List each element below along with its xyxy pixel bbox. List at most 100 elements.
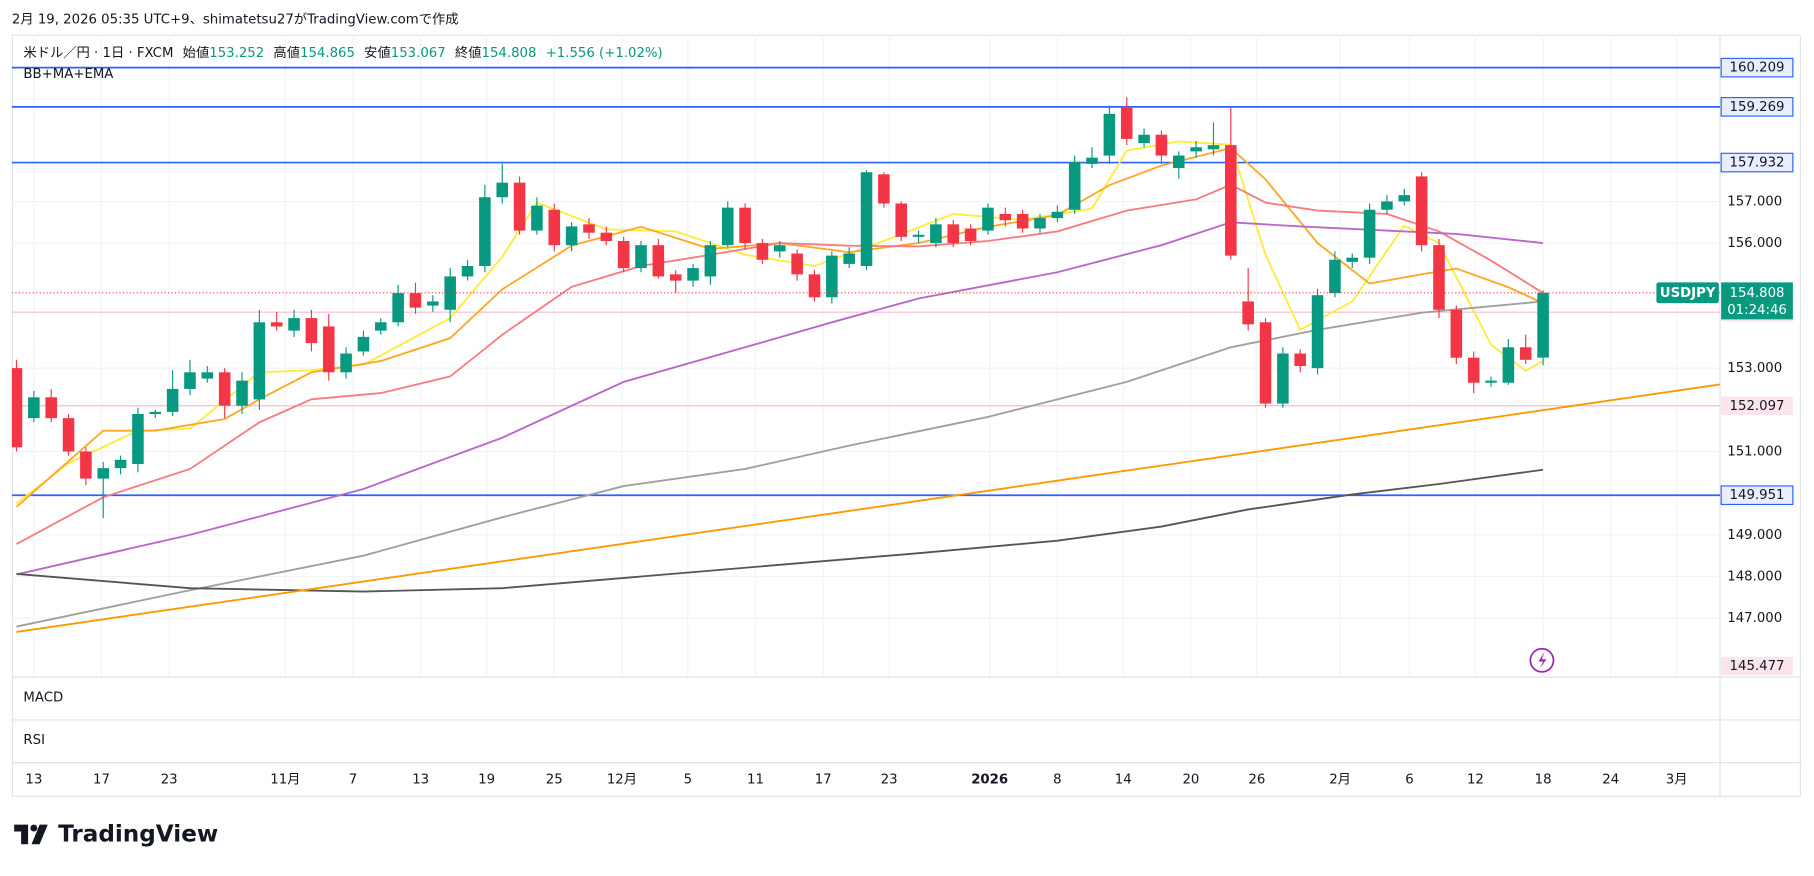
candle-body xyxy=(721,207,734,246)
candle-body xyxy=(774,245,786,252)
y-tick-label: 147.000 xyxy=(1727,611,1782,626)
x-tick-label: 6 xyxy=(1405,772,1413,787)
candle-body xyxy=(999,213,1012,221)
candle-body xyxy=(496,182,509,198)
candle-body xyxy=(930,224,942,244)
indicator-line xyxy=(16,468,1544,593)
price-box xyxy=(1721,282,1793,320)
candle-body xyxy=(114,459,127,469)
y-tick-label: 157.000 xyxy=(1727,194,1782,209)
candle-body xyxy=(1068,161,1081,210)
candle-body xyxy=(375,322,387,331)
candle-body xyxy=(652,245,665,277)
level-label-box xyxy=(1720,152,1794,173)
candle-body xyxy=(878,174,890,204)
symbol-box xyxy=(1656,282,1719,304)
candle-body xyxy=(756,243,769,260)
candle-body xyxy=(132,413,144,464)
candle-body xyxy=(669,274,682,281)
x-tick-label: 2月 xyxy=(1329,772,1351,787)
x-tick-label: 5 xyxy=(684,772,692,787)
candle-body xyxy=(1016,213,1029,229)
candle-body xyxy=(1103,113,1116,156)
candle-body xyxy=(895,203,907,237)
y-tick-label: 156.000 xyxy=(1727,236,1782,251)
candle-body xyxy=(1485,380,1497,383)
y-tick-label: 151.000 xyxy=(1727,444,1782,459)
level-label: 160.209 xyxy=(1730,61,1785,76)
countdown: 01:24:46 xyxy=(1727,303,1787,318)
x-tick-label: 24 xyxy=(1602,772,1619,787)
x-tick-label: 17 xyxy=(93,772,110,787)
candle-body xyxy=(45,397,57,419)
pane-label: RSI xyxy=(23,733,45,748)
candle-body xyxy=(270,322,283,327)
x-tick-label: 3月 xyxy=(1666,772,1688,787)
legend-value: 154.865 xyxy=(300,46,355,61)
candle-body xyxy=(1363,209,1376,258)
candle-body xyxy=(791,253,803,275)
candle-body xyxy=(704,245,717,277)
level-label-box xyxy=(1720,485,1794,506)
candle-body xyxy=(461,266,474,277)
candle-body xyxy=(1329,259,1341,294)
candle-body xyxy=(479,197,491,267)
indicator-line xyxy=(15,140,1544,505)
legend-value: 154.808 xyxy=(482,46,537,61)
x-tick-label: 13 xyxy=(412,772,429,787)
candle-body xyxy=(912,234,925,237)
legend-line: 米ドル／円 · 1日 · FXCM 始値153.252 高値154.865 安値153… xyxy=(23,44,662,61)
candle-body xyxy=(843,253,855,264)
x-tick-label: 18 xyxy=(1535,772,1552,787)
logo: TradingView xyxy=(14,821,218,847)
level-label-box xyxy=(1721,656,1793,676)
candle-body xyxy=(947,224,960,244)
x-tick-label: 20 xyxy=(1182,772,1199,787)
candle-body xyxy=(1277,353,1289,404)
x-tick-label: 17 xyxy=(815,772,832,787)
candle-body xyxy=(288,318,300,331)
symbol: 米ドル／円 · 1日 · FXCM xyxy=(23,45,173,61)
candle-body xyxy=(1450,309,1463,358)
symbol-label: USDJPY xyxy=(1660,286,1716,301)
pane-label: MACD xyxy=(23,690,63,705)
x-tick-label: 23 xyxy=(881,772,898,787)
candle-body xyxy=(1381,201,1393,210)
candle-body xyxy=(28,397,40,419)
candle-body xyxy=(531,205,543,231)
candle-body xyxy=(201,372,214,379)
level-label-box xyxy=(1720,57,1794,78)
event-icon[interactable] xyxy=(1529,647,1555,673)
indicator-line xyxy=(16,183,1544,545)
x-tick-label: 25 xyxy=(546,772,563,787)
level-label-box xyxy=(1720,97,1794,117)
candle-body xyxy=(1225,145,1237,256)
x-tick-label: 7 xyxy=(349,772,357,787)
logo-text: TradingView xyxy=(58,821,218,847)
legend-change: +1.556 (+1.02%) xyxy=(546,46,663,61)
candle-body xyxy=(357,336,370,352)
candle-body xyxy=(1467,357,1480,383)
candle-body xyxy=(617,241,630,269)
x-tick-label: 2026 xyxy=(971,772,1008,787)
candle-body xyxy=(1311,295,1324,369)
candle-body xyxy=(1172,155,1185,169)
candle-body xyxy=(635,245,647,269)
overlay: 160.209159.269157.932154.343152.097149.9… xyxy=(1656,57,1794,676)
candle-body xyxy=(1433,245,1445,310)
candle-body xyxy=(1034,218,1046,229)
candle-body xyxy=(1242,301,1254,325)
y-tick-label: 153.000 xyxy=(1727,361,1782,376)
candle-body xyxy=(62,418,75,452)
candle-body xyxy=(982,207,994,231)
indicator-label: BB+MA+EMA xyxy=(23,67,113,82)
x-tick-label: 11 xyxy=(747,772,764,787)
candle-body xyxy=(1415,176,1428,246)
candle-body xyxy=(1537,292,1549,358)
candle-body xyxy=(184,372,196,389)
x-tick-label: 12 xyxy=(1467,772,1484,787)
x-tick-label: 19 xyxy=(478,772,495,787)
